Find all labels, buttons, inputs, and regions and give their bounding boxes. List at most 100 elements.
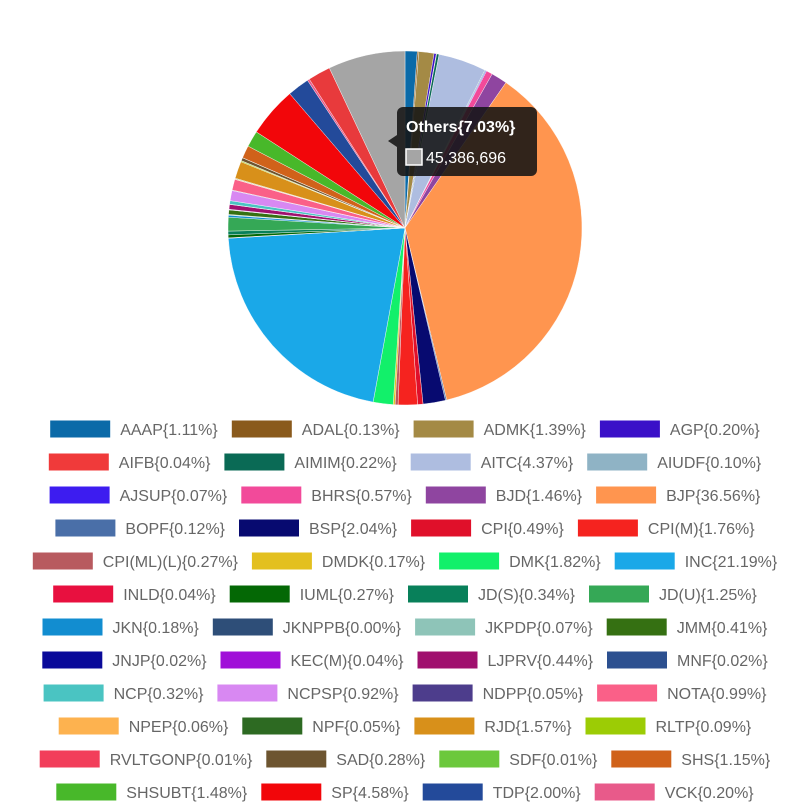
legend-item-rvltgonp[interactable]: RVLTGONP{0.01%} [39, 750, 253, 770]
legend-swatch-rvltgonp [39, 750, 100, 768]
legend-label-rvltgonp: RVLTGONP{0.01%} [110, 752, 253, 769]
legend-item-bhrs[interactable]: BHRS{0.57%} [241, 486, 412, 506]
legend-item-inc[interactable]: INC{21.19%} [614, 552, 778, 572]
legend-swatch-inc [614, 552, 675, 570]
tooltip: Others{7.03%} 45,386,696 [388, 107, 537, 176]
legend-item-sp[interactable]: SP{4.58%} [261, 783, 409, 803]
legend-item-aitc[interactable]: AITC{4.37%} [410, 453, 574, 473]
legend-item-aaap[interactable]: AAAP{1.11%} [50, 420, 218, 440]
legend-item-bjp[interactable]: BJP{36.56%} [596, 486, 761, 506]
legend-item-ncp[interactable]: NCP{0.32%} [43, 684, 204, 704]
legend-item-rltp[interactable]: RLTP{0.09%} [585, 717, 752, 737]
legend-label-sdf: SDF{0.01%} [509, 752, 598, 769]
legend-label-bsp: BSP{2.04%} [309, 521, 398, 538]
legend-label-ncp: NCP{0.32%} [114, 686, 204, 703]
legend-swatch-npep [58, 717, 119, 735]
legend-item-agp[interactable]: AGP{0.20%} [599, 420, 761, 440]
legend-swatch-shs [611, 750, 672, 768]
legend-item-dmdk[interactable]: DMDK{0.17%} [251, 552, 426, 572]
pie-slice-bjp[interactable] [404, 82, 583, 401]
legend-item-bopf[interactable]: BOPF{0.12%} [55, 519, 226, 539]
legend-item-iuml[interactable]: IUML{0.27%} [229, 585, 395, 605]
legend-swatch-jkpdp [415, 618, 476, 636]
legend-label-nota: NOTA{0.99%} [667, 686, 767, 703]
legend-item-jd-s[interactable]: JD(S){0.34%} [408, 585, 576, 605]
legend-item-cpi[interactable]: CPI{0.49%} [411, 519, 564, 539]
legend-item-inld[interactable]: INLD{0.04%} [53, 585, 216, 605]
legend-swatch-nota [597, 684, 658, 702]
pie-slice-others[interactable] [329, 50, 406, 229]
legend-item-ndpp[interactable]: NDPP{0.05%} [412, 684, 584, 704]
legend-swatch-aimim [224, 453, 285, 471]
legend-swatch-jd-s [408, 585, 468, 603]
legend-swatch-bjp [596, 486, 657, 504]
legend-item-shsubt[interactable]: SHSUBT{1.48%} [56, 783, 248, 803]
legend-label-kec-m: KEC(M){0.04%} [291, 653, 405, 670]
legend-item-nota[interactable]: NOTA{0.99%} [597, 684, 767, 704]
legend-item-tdp[interactable]: TDP{2.00%} [422, 783, 582, 803]
legend-label-aimim: AIMIM{0.22%} [294, 455, 397, 472]
legend-swatch-ndpp [412, 684, 473, 702]
legend-swatch-aiudf [587, 453, 648, 471]
legend-item-npf[interactable]: NPF{0.05%} [242, 717, 401, 737]
legend-label-adal: ADAL{0.13%} [302, 422, 401, 439]
tooltip-swatch [405, 148, 423, 166]
legend-label-aiudf: AIUDF{0.10%} [657, 455, 762, 472]
legend-swatch-rltp [585, 717, 646, 735]
legend-item-jkn[interactable]: JKN{0.18%} [42, 618, 200, 638]
legend-item-sdf[interactable]: SDF{0.01%} [439, 750, 598, 770]
legend-item-jknppb[interactable]: JKNPPB{0.00%} [212, 618, 402, 638]
legend-item-aiudf[interactable]: AIUDF{0.10%} [587, 453, 762, 473]
legend-swatch-inld [53, 585, 114, 603]
legend-label-ncpsp: NCPSP{0.92%} [287, 686, 399, 703]
legend-swatch-sad [266, 750, 327, 768]
legend-item-vck[interactable]: VCK{0.20%} [594, 783, 755, 803]
legend-label-inc: INC{21.19%} [685, 554, 778, 571]
legend-label-bopf: BOPF{0.12%} [125, 521, 225, 538]
legend-item-bjd[interactable]: BJD{1.46%} [425, 486, 583, 506]
legend-label-dmdk: DMDK{0.17%} [322, 554, 426, 571]
legend-item-ajsup[interactable]: AJSUP{0.07%} [49, 486, 228, 506]
legend-swatch-jmm [606, 618, 667, 636]
tooltip-box [397, 107, 537, 176]
legend-label-tdp: TDP{2.00%} [493, 785, 582, 802]
legend-item-ljprv[interactable]: LJPRV{0.44%} [417, 651, 594, 671]
legend-item-mnf[interactable]: MNF{0.02%} [607, 651, 768, 671]
legend-swatch-jknppb [212, 618, 273, 636]
legend-item-sad[interactable]: SAD{0.28%} [266, 750, 426, 770]
legend-item-dmk[interactable]: DMK{1.82%} [439, 552, 601, 572]
legend-label-ndpp: NDPP{0.05%} [483, 686, 584, 703]
tooltip-value: 45,386,696 [426, 150, 506, 167]
legend-item-cpi-ml-l[interactable]: CPI(ML)(L){0.27%} [32, 552, 239, 572]
legend-item-kec-m[interactable]: KEC(M){0.04%} [220, 651, 405, 671]
legend-item-aimim[interactable]: AIMIM{0.22%} [224, 453, 397, 473]
legend-item-admk[interactable]: ADMK{1.39%} [413, 420, 587, 440]
legend-label-sp: SP{4.58%} [331, 785, 409, 802]
legend-item-jmm[interactable]: JMM{0.41%} [606, 618, 768, 638]
legend-item-jkpdp[interactable]: JKPDP{0.07%} [415, 618, 593, 638]
legend-label-rjd: RJD{1.57%} [484, 719, 572, 736]
legend-swatch-bopf [55, 519, 116, 537]
legend-item-shs[interactable]: SHS{1.15%} [611, 750, 771, 770]
legend-item-bsp[interactable]: BSP{2.04%} [239, 519, 398, 539]
legend-label-cpi-m: CPI(M){1.76%} [648, 521, 755, 538]
legend-label-ajsup: AJSUP{0.07%} [120, 488, 228, 505]
legend-item-cpi-m[interactable]: CPI(M){1.76%} [577, 519, 755, 539]
legend-item-adal[interactable]: ADAL{0.13%} [231, 420, 401, 440]
legend-item-aifb[interactable]: AIFB{0.04%} [48, 453, 211, 473]
legend-item-rjd[interactable]: RJD{1.57%} [414, 717, 572, 737]
legend-swatch-iuml [229, 585, 290, 603]
legend-label-dmk: DMK{1.82%} [509, 554, 601, 571]
legend-swatch-ljprv [417, 651, 478, 669]
legend-swatch-bsp [239, 519, 299, 537]
legend-item-ncpsp[interactable]: NCPSP{0.92%} [217, 684, 399, 704]
legend-swatch-npf [242, 717, 303, 735]
legend-item-jd-u[interactable]: JD(U){1.25%} [589, 585, 757, 605]
legend-label-aifb: AIFB{0.04%} [119, 455, 211, 472]
legend-item-jnjp[interactable]: JNJP{0.02%} [42, 651, 207, 671]
legend-label-mnf: MNF{0.02%} [677, 653, 768, 670]
legend-swatch-ajsup [49, 486, 110, 504]
pie-slice-inc[interactable] [228, 227, 406, 403]
legend-item-npep[interactable]: NPEP{0.06%} [58, 717, 229, 737]
